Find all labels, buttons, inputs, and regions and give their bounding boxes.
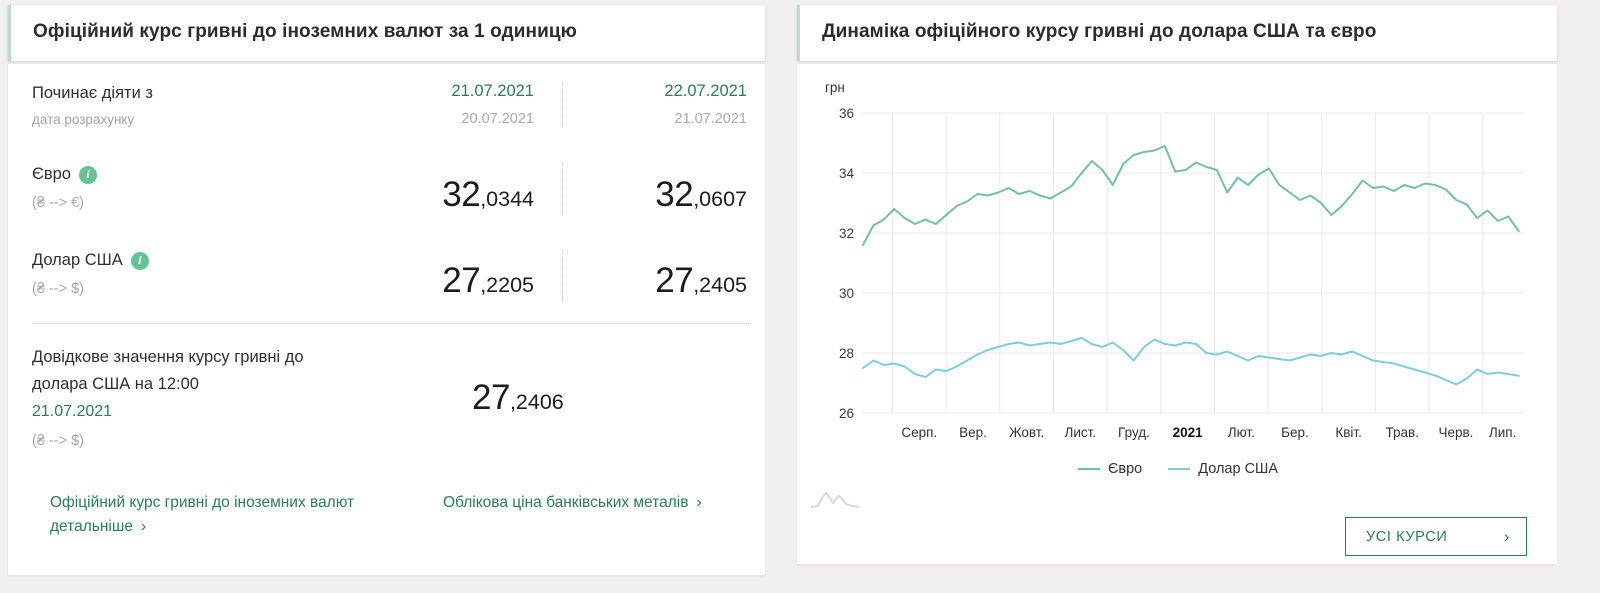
svg-text:Вер.: Вер. xyxy=(959,425,987,440)
svg-text:36: 36 xyxy=(839,106,854,121)
svg-text:2021: 2021 xyxy=(1173,425,1204,440)
dollar-label-cell: Долар США i (₴ --> $) xyxy=(32,249,326,297)
svg-text:Лют.: Лют. xyxy=(1228,425,1255,440)
svg-text:Серп.: Серп. xyxy=(901,425,937,440)
svg-text:26: 26 xyxy=(839,406,854,421)
calc-date-label: дата розрахунку xyxy=(32,112,135,127)
svg-text:Лист.: Лист. xyxy=(1065,425,1097,440)
euro-value-col2: 32,0607 xyxy=(563,163,749,215)
links-row: Офіційний курс гривні до іноземних валют… xyxy=(32,491,749,539)
reference-line1: Довідкове значення курсу гривні до xyxy=(32,348,304,366)
metals-price-link-label: Облікова ціна банківських металів xyxy=(443,494,689,511)
chart-footer: УСІ КУРСИ › xyxy=(810,480,1543,566)
dates-row: Починає діяти з дата розрахунку 21.07.20… xyxy=(32,82,749,149)
dollar-value-col2: 27,2405 xyxy=(563,249,749,301)
reference-pair: (₴ --> $) xyxy=(32,433,84,449)
dollar-info-icon[interactable]: i xyxy=(130,251,149,270)
dollar-rate-col2: 27,2405 xyxy=(655,261,747,300)
euro-rate-col2: 32,0607 xyxy=(655,175,747,214)
effective-from-label: Починає діяти з xyxy=(32,84,153,102)
all-rates-button[interactable]: УСІ КУРСИ › xyxy=(1345,517,1527,556)
rates-chart-panel: Динаміка офіційного курсу гривні до дола… xyxy=(797,5,1557,564)
rates-table: Починає діяти з дата розрахунку 21.07.20… xyxy=(32,82,749,321)
chart-body: грн 36 34 32 30 28 26 Серп. Вер. Жовт. Лист. Груд.… xyxy=(797,64,1557,564)
reference-rate: 27,2406 xyxy=(472,378,564,417)
dollar-row: Долар США i (₴ --> $) 27,2205 27,2405 xyxy=(32,235,749,321)
svg-text:Квіт.: Квіт. xyxy=(1335,425,1361,440)
dollar-name: Долар США xyxy=(32,251,123,269)
official-rates-details-link[interactable]: Офіційний курс гривні до іноземних валют… xyxy=(50,491,443,539)
chart-wrap: 36 34 32 30 28 26 Серп. Вер. Жовт. Лист. Груд. 2021… xyxy=(819,97,1543,454)
chevron-right-icon: › xyxy=(140,518,147,535)
euro-legend-label: Євро xyxy=(1107,461,1143,477)
calc-date-col1: 20.07.2021 xyxy=(461,111,534,127)
dollar-rate-col1: 27,2205 xyxy=(442,261,534,300)
reference-block: Довідкове значення курсу гривні до долар… xyxy=(32,324,749,457)
euro-name: Євро xyxy=(32,165,71,183)
reference-value-cell: 27,2406 xyxy=(472,344,564,449)
svg-text:30: 30 xyxy=(839,286,854,301)
official-rates-body: Починає діяти з дата розрахунку 21.07.20… xyxy=(8,64,765,575)
y-axis-unit-label: грн xyxy=(825,80,845,95)
reference-date: 21.07.2021 xyxy=(32,403,113,420)
official-rates-details-link-label: Офіційний курс гривні до іноземних валют… xyxy=(50,494,355,535)
euro-info-icon[interactable]: i xyxy=(78,165,97,184)
legend-item-euro[interactable]: Євро xyxy=(1077,461,1143,477)
svg-text:Лип.: Лип. xyxy=(1489,425,1516,440)
all-rates-button-label: УСІ КУРСИ xyxy=(1366,528,1448,545)
dollar-line-swatch xyxy=(1168,467,1191,471)
svg-text:Груд.: Груд. xyxy=(1118,425,1150,440)
svg-text:Бер.: Бер. xyxy=(1281,425,1309,440)
dates-label-cell: Починає діяти з дата розрахунку xyxy=(32,82,326,127)
euro-rate-col1: 32,0344 xyxy=(442,175,534,214)
dollar-value-col1: 27,2205 xyxy=(326,249,563,301)
euro-row: Євро i (₴ --> €) 32,0344 32,0607 xyxy=(32,149,749,235)
reference-line2: долара США на 12:00 xyxy=(32,375,199,393)
dates-col1: 21.07.2021 20.07.2021 xyxy=(326,82,563,127)
reference-text: Довідкове значення курсу гривні до долар… xyxy=(32,344,472,449)
svg-text:34: 34 xyxy=(839,166,855,181)
dollar-pair: (₴ --> $) xyxy=(32,281,84,297)
chart-legend: Євро Долар США xyxy=(813,458,1543,480)
euro-line-swatch xyxy=(1077,467,1100,471)
chart-header: Динаміка офіційного курсу гривні до дола… xyxy=(797,5,1557,61)
euro-pair: (₴ --> €) xyxy=(32,195,84,211)
effective-date-col2: 22.07.2021 xyxy=(664,82,747,100)
calc-date-col2: 21.07.2021 xyxy=(674,111,747,127)
svg-text:Черв.: Черв. xyxy=(1438,425,1473,440)
official-rates-header: Офіційний курс гривні до іноземних валют… xyxy=(8,5,765,61)
rates-line-chart[interactable]: 36 34 32 30 28 26 Серп. Вер. Жовт. Лист. Груд. 2021… xyxy=(819,97,1531,449)
chevron-right-icon: › xyxy=(1503,526,1510,546)
official-rates-panel: Офіційний курс гривні до іноземних валют… xyxy=(8,5,765,575)
dollar-legend-label: Долар США xyxy=(1198,461,1279,477)
effective-date-col1: 21.07.2021 xyxy=(451,82,534,100)
legend-item-dollar[interactable]: Долар США xyxy=(1168,461,1278,477)
sparkline-icon xyxy=(810,492,860,508)
euro-value-col1: 32,0344 xyxy=(326,163,563,215)
dotted-divider xyxy=(32,323,749,324)
metals-price-link[interactable]: Облікова ціна банківських металів › xyxy=(443,491,749,539)
chart-title: Динаміка офіційного курсу гривні до дола… xyxy=(822,21,1377,42)
official-rates-title: Офіційний курс гривні до іноземних валют… xyxy=(33,21,577,42)
chevron-right-icon: › xyxy=(696,494,702,511)
dates-col2: 22.07.2021 21.07.2021 xyxy=(563,82,749,127)
svg-text:Трав.: Трав. xyxy=(1386,425,1419,440)
svg-text:Жовт.: Жовт. xyxy=(1009,425,1044,440)
svg-text:28: 28 xyxy=(839,346,854,361)
svg-text:32: 32 xyxy=(839,226,854,241)
euro-label-cell: Євро i (₴ --> €) xyxy=(32,163,326,211)
